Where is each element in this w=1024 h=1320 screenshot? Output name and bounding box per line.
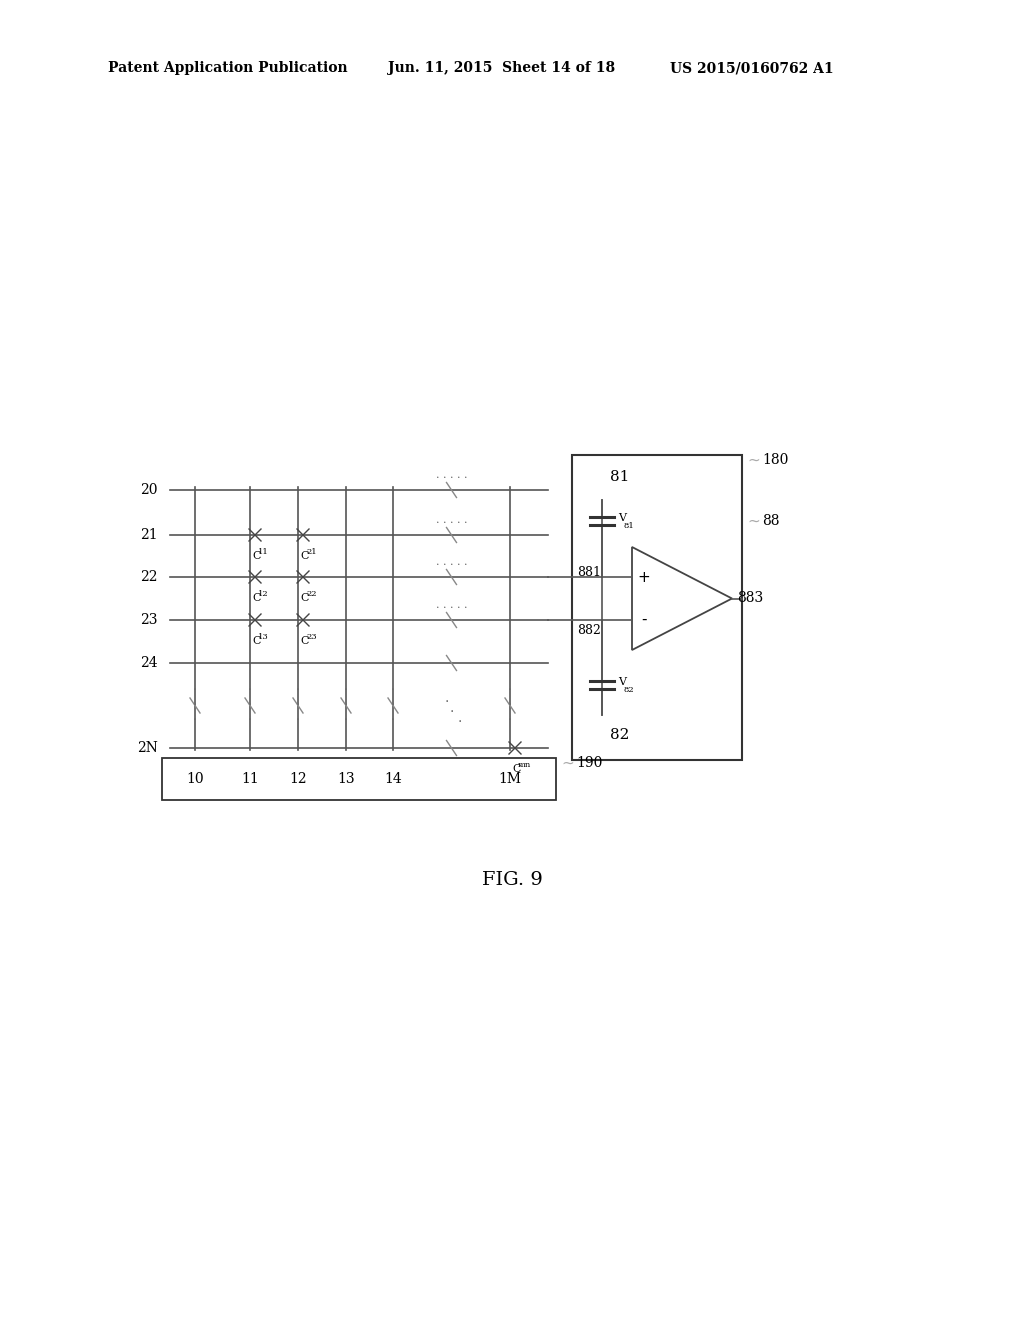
Text: ~: ~ bbox=[746, 453, 760, 467]
Text: .: . bbox=[450, 701, 454, 714]
Text: . . . . .: . . . . . bbox=[436, 557, 467, 568]
Text: 24: 24 bbox=[140, 656, 158, 671]
Text: 23: 23 bbox=[140, 612, 158, 627]
Text: ~: ~ bbox=[561, 755, 573, 771]
Text: 1M: 1M bbox=[499, 772, 521, 785]
Text: C: C bbox=[252, 593, 260, 603]
Text: ~: ~ bbox=[746, 513, 760, 528]
Text: mn: mn bbox=[518, 762, 531, 770]
Text: V: V bbox=[618, 677, 626, 686]
Text: 883: 883 bbox=[737, 591, 763, 606]
Text: 21: 21 bbox=[140, 528, 158, 543]
Text: C: C bbox=[300, 593, 308, 603]
Text: 88: 88 bbox=[762, 513, 779, 528]
Text: 21: 21 bbox=[306, 548, 316, 556]
Text: US 2015/0160762 A1: US 2015/0160762 A1 bbox=[670, 61, 834, 75]
Text: -: - bbox=[641, 611, 647, 627]
Text: ·
·
·: · · · bbox=[296, 684, 300, 727]
Text: ·
·
·: · · · bbox=[194, 684, 197, 727]
Text: 12: 12 bbox=[289, 772, 307, 785]
Text: V: V bbox=[618, 513, 626, 523]
Text: 81: 81 bbox=[624, 521, 635, 531]
Text: .: . bbox=[444, 690, 449, 705]
Text: ·
·
·: · · · bbox=[344, 684, 348, 727]
Text: Patent Application Publication: Patent Application Publication bbox=[108, 61, 347, 75]
Text: 11: 11 bbox=[258, 548, 268, 556]
Text: 14: 14 bbox=[384, 772, 401, 785]
Text: ·
·
·: · · · bbox=[248, 684, 252, 727]
Text: C: C bbox=[252, 550, 260, 561]
Text: 22: 22 bbox=[306, 590, 316, 598]
Text: +: + bbox=[638, 570, 650, 585]
Text: 882: 882 bbox=[577, 623, 601, 636]
Text: . . . . .: . . . . . bbox=[436, 470, 467, 480]
Text: . . . . .: . . . . . bbox=[436, 515, 467, 525]
Text: Jun. 11, 2015  Sheet 14 of 18: Jun. 11, 2015 Sheet 14 of 18 bbox=[388, 61, 615, 75]
Text: 13: 13 bbox=[337, 772, 354, 785]
Text: 11: 11 bbox=[241, 772, 259, 785]
Text: C: C bbox=[252, 636, 260, 645]
Text: 82: 82 bbox=[610, 729, 630, 742]
Text: 190: 190 bbox=[575, 756, 602, 770]
Text: C: C bbox=[300, 636, 308, 645]
Text: 81: 81 bbox=[610, 470, 630, 484]
Text: 12: 12 bbox=[258, 590, 268, 598]
Text: ·
·
·: · · · bbox=[508, 684, 512, 727]
Text: FIG. 9: FIG. 9 bbox=[481, 871, 543, 888]
Text: . . . . .: . . . . . bbox=[436, 601, 467, 610]
Text: 2N: 2N bbox=[137, 741, 158, 755]
Text: 20: 20 bbox=[140, 483, 158, 498]
Text: 881: 881 bbox=[577, 565, 601, 578]
Text: ·
·
·: · · · bbox=[391, 684, 395, 727]
Text: 82: 82 bbox=[624, 686, 635, 694]
Text: 10: 10 bbox=[186, 772, 204, 785]
Text: 22: 22 bbox=[140, 570, 158, 583]
Text: 23: 23 bbox=[306, 634, 316, 642]
Text: 13: 13 bbox=[258, 634, 268, 642]
Text: .: . bbox=[458, 710, 462, 725]
Text: 180: 180 bbox=[762, 453, 788, 467]
Text: C: C bbox=[300, 550, 308, 561]
Text: C: C bbox=[512, 764, 520, 774]
